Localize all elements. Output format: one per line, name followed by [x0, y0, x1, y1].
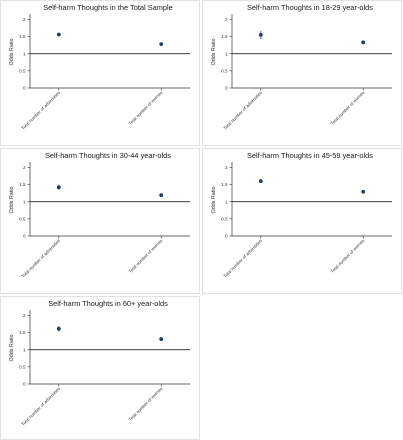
- panel-1-background: [0, 0, 200, 146]
- panel-4-y-tick-label: 1: [225, 199, 228, 204]
- panel-5-y-tick-label: 2: [23, 313, 26, 318]
- panel-4-title: Self-harm Thoughts in 45-59 year-olds: [247, 151, 373, 160]
- panel-4-y-tick-label: 0.5: [221, 216, 228, 221]
- panel-1-y-tick-label: 0: [23, 86, 26, 91]
- panel-3-data-point: [56, 185, 61, 190]
- panel-1-y-axis-label: Odds Ratio: [9, 39, 15, 66]
- panel-1-y-tick-label: 1.5: [19, 34, 26, 39]
- panel-1-data-point: [56, 32, 61, 37]
- panel-4-data-point: [258, 179, 263, 184]
- panel-1-y-tick-label: 2: [23, 17, 26, 22]
- panel-5-data-point: [56, 326, 61, 331]
- panel-4-y-axis-label: Odds Ratio: [211, 187, 217, 214]
- panel-4-background: [202, 148, 402, 294]
- panel-5-background: [0, 296, 200, 440]
- panel-1-title: Self-harm Thoughts in the Total Sample: [43, 3, 173, 12]
- panel-5-title: Self-harm Thoughts in 60+ year-olds: [48, 299, 168, 308]
- panel-5-y-tick-label: 1.5: [19, 330, 26, 335]
- panel-5-data-point: [159, 337, 164, 341]
- panel-2-y-tick-label: 1.5: [221, 34, 228, 39]
- panel-5-y-axis-label: Odds Ratio: [9, 335, 15, 362]
- panel-5-y-tick-label: 0.5: [19, 364, 26, 369]
- panel-3-y-tick-label: 1.5: [19, 182, 26, 187]
- panel-3-title: Self-harm Thoughts in 30-44 year-olds: [45, 151, 171, 160]
- panel-5-y-tick-label: 1: [23, 347, 26, 352]
- panel-3-data-point: [159, 193, 164, 198]
- panel-2-y-tick-label: 2: [225, 17, 228, 22]
- panel-2-data-point: [258, 32, 263, 37]
- panel-2-data-point: [361, 40, 366, 45]
- panel-1-y-tick-label: 0.5: [19, 68, 26, 73]
- panel-2-y-tick-label: 1: [225, 51, 228, 56]
- panel-1-data-point: [159, 42, 164, 47]
- panel-4-y-tick-label: 0: [225, 234, 228, 239]
- panel-4-y-tick-label: 1.5: [221, 182, 228, 187]
- panel-2-background: [202, 0, 402, 146]
- panel-5-y-tick-label: 0: [23, 382, 26, 387]
- panel-2-y-tick-label: 0: [225, 86, 228, 91]
- panel-2-title: Self-harm Thoughts in 18-29 year-olds: [247, 3, 373, 12]
- panel-1-y-tick-label: 1: [23, 51, 26, 56]
- panel-3-y-axis-label: Odds Ratio: [9, 187, 15, 214]
- panel-2-y-axis-label: Odds Ratio: [211, 39, 217, 66]
- panel-3-y-tick-label: 0.5: [19, 216, 26, 221]
- panel-2-y-tick-label: 0.5: [221, 68, 228, 73]
- panel-4-data-point: [361, 189, 366, 194]
- panel-3-background: [0, 148, 200, 294]
- panel-3-y-tick-label: 1: [23, 199, 26, 204]
- panel-3-y-tick-label: 2: [23, 165, 26, 170]
- panel-3-y-tick-label: 0: [23, 234, 26, 239]
- panel-4-y-tick-label: 2: [225, 165, 228, 170]
